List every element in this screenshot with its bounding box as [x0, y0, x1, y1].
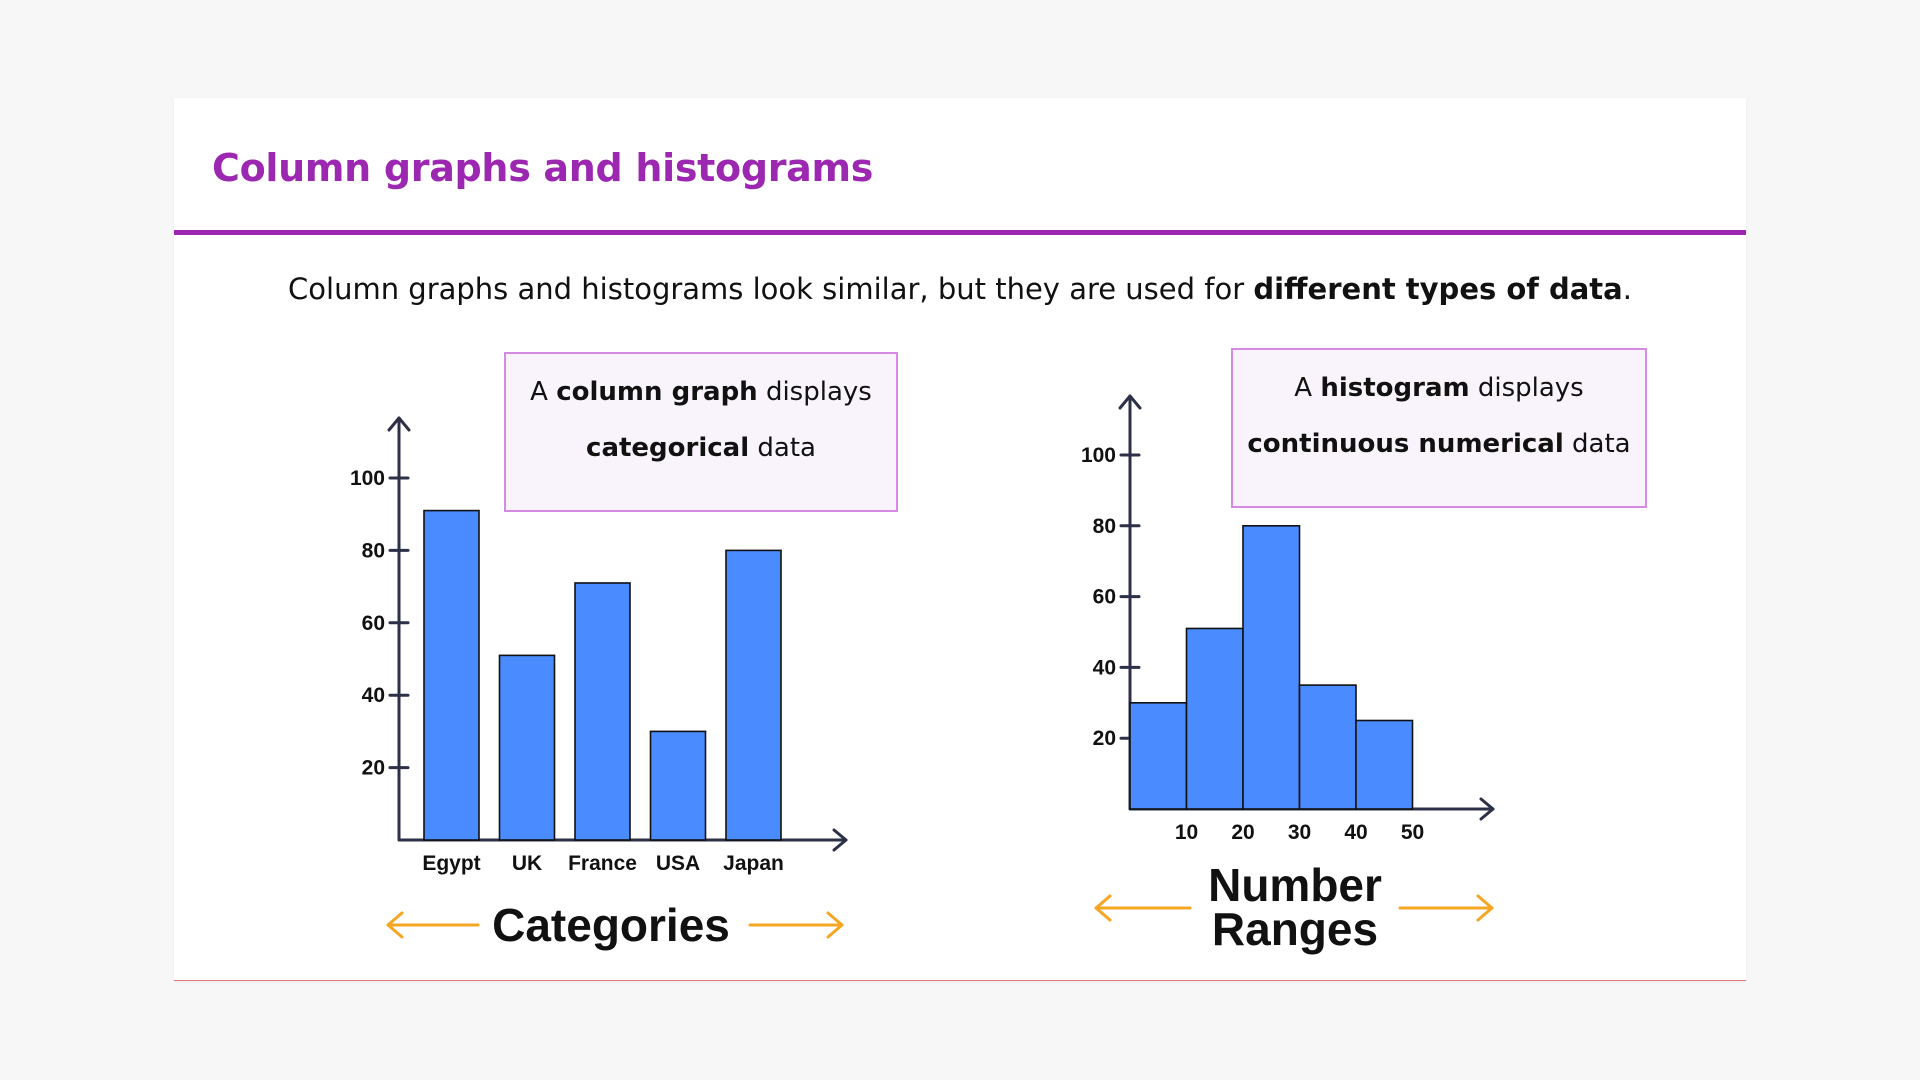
column-graph-bar: [498, 654, 556, 841]
column-graph-bar: [423, 509, 480, 841]
callout-right-post: data: [1563, 429, 1631, 459]
callout-right-mid: displays: [1469, 373, 1584, 403]
histogram-bin: [1185, 627, 1244, 810]
column-graph: 20 40 60 80 100 Egypt UK France USA Japan Categori…: [350, 416, 848, 951]
column-graph-left-arrow-head: [386, 911, 404, 939]
histogram-xtick-label: 30: [1288, 821, 1311, 844]
column-graph-bar: [649, 730, 707, 841]
column-graph-category-label: UK: [512, 852, 542, 875]
column-graph-bar: [725, 549, 782, 841]
callout-right-bold2: continuous numerical: [1247, 429, 1564, 459]
histogram-xtick-label: 10: [1175, 821, 1198, 844]
histogram-xtick-label: 50: [1401, 821, 1424, 844]
intro-plain: Column graphs and histograms look simila…: [288, 272, 1254, 306]
slide-card: Column graphs and histograms Column grap…: [174, 98, 1746, 981]
histogram-xtick-label: 40: [1344, 821, 1367, 844]
title-divider: [174, 230, 1746, 235]
page-title: Column graphs and histograms: [212, 146, 874, 190]
histogram-x-title-line1: Number: [1208, 859, 1382, 911]
callout-right-line1: A histogram displays: [1233, 360, 1645, 416]
column-graph-left-arrow: [386, 911, 480, 939]
histogram-callout: A histogram displays continuous numerica…: [1231, 348, 1647, 508]
callout-right-line2: continuous numerical data: [1233, 416, 1645, 472]
histogram-y-arrowhead: [1118, 394, 1142, 410]
column-graph-right-arrow-head: [826, 911, 844, 939]
callout-left-line2: categorical data: [506, 420, 896, 476]
histogram-x-title-line2: Ranges: [1212, 903, 1378, 955]
callout-left-mid: displays: [757, 377, 872, 407]
histogram-ytick-label: 100: [1081, 444, 1116, 467]
column-graph-x-arrowhead: [832, 828, 848, 852]
intro-bold: different types of data: [1253, 272, 1623, 306]
histogram-bin: [1242, 524, 1301, 810]
histogram-bin: [1129, 701, 1188, 810]
column-graph-right-arrow: [748, 911, 844, 939]
histogram-ytick-label: 40: [1093, 656, 1116, 679]
callout-left-post: data: [749, 433, 816, 463]
column-graph-ytick-label: 100: [350, 467, 385, 490]
column-graph-bar: [574, 582, 631, 841]
histogram-right-arrow: [1398, 894, 1494, 922]
charts-canvas: 20 40 60 80 100 Egypt UK France USA Japan Categori…: [350, 394, 1495, 955]
column-graph-category-label: USA: [656, 852, 700, 875]
intro-text: Column graphs and histograms look simila…: [174, 272, 1746, 306]
column-graph-ytick-label: 20: [362, 757, 385, 780]
histogram-right-arrow-head: [1476, 894, 1494, 922]
callout-right-bold1: histogram: [1320, 373, 1470, 403]
column-graph-ytick-label: 80: [362, 539, 385, 562]
histogram-bin: [1298, 684, 1357, 810]
callout-left-bold2: categorical: [586, 433, 750, 463]
intro-end: .: [1622, 272, 1632, 306]
histogram-x-arrowhead: [1479, 797, 1495, 821]
histogram-xtick-label: 20: [1231, 821, 1254, 844]
histogram-ytick-label: 80: [1093, 515, 1116, 538]
histogram-bin: [1355, 719, 1414, 810]
column-graph-ytick-label: 60: [362, 612, 385, 635]
histogram-left-arrow: [1094, 894, 1192, 922]
column-graph-y-arrowhead: [387, 416, 411, 432]
column-graph-category-label: France: [568, 852, 637, 875]
column-graph-callout: A column graph displays categorical data: [504, 352, 898, 512]
column-graph-ytick-label: 40: [362, 684, 385, 707]
callout-right-pre: A: [1294, 373, 1321, 403]
histogram-ytick-label: 20: [1093, 727, 1116, 750]
callout-left-pre: A: [530, 377, 557, 407]
column-graph-category-label: Egypt: [422, 852, 480, 875]
histogram-ytick-label: 60: [1093, 586, 1116, 609]
histogram-left-arrow-head: [1094, 894, 1112, 922]
callout-left-bold1: column graph: [556, 377, 758, 407]
column-graph-category-label: Japan: [723, 852, 784, 875]
callout-left-line1: A column graph displays: [506, 364, 896, 420]
column-graph-x-title: Categories: [492, 899, 730, 951]
